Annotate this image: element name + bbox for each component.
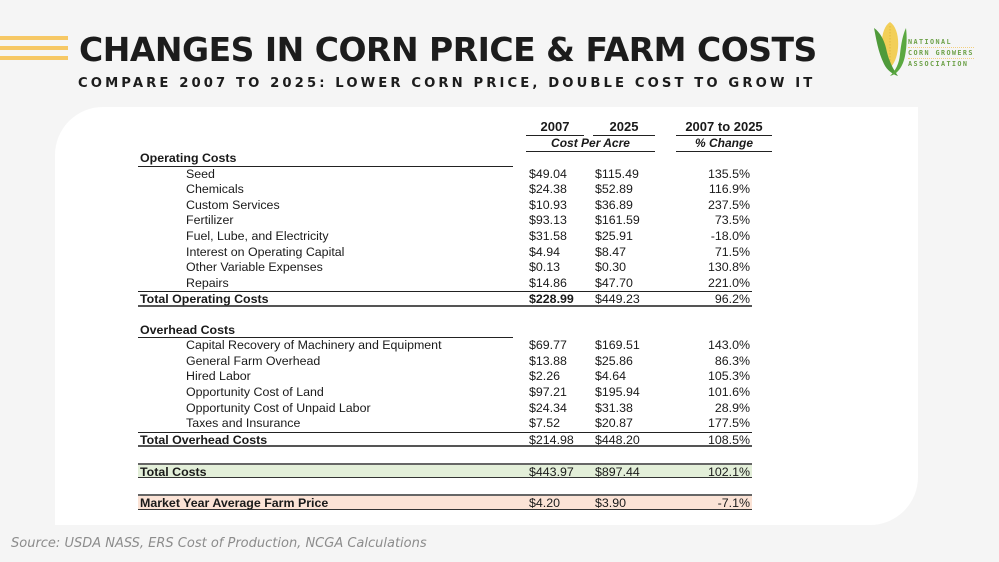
table-row: General Farm Overhead $13.88 $25.86 86.3%: [186, 353, 750, 368]
table-card: [55, 107, 918, 525]
section-header-overhead: Overhead Costs: [138, 323, 513, 339]
cost-table: 2007 2025 2007 to 2025 Cost Per Acre % C…: [138, 118, 772, 511]
logo-text: NATIONAL CORN GROWERS ASSOCIATION: [908, 38, 974, 68]
col-header-2007: 2007: [526, 118, 584, 136]
col-header-pct-change: % Change: [676, 135, 772, 152]
table-row: Other Variable Expenses $0.13 $0.30 130.8%: [186, 260, 750, 275]
total-operating-row: Total Operating Costs $228.99 $449.23 96…: [138, 291, 752, 307]
table-row: Opportunity Cost of Land $97.21 $195.94 101…: [186, 384, 750, 399]
col-header-range: 2007 to 2025: [676, 118, 772, 136]
table-row: Seed $49.04 $115.49 135.5%: [186, 166, 750, 181]
col-header-2025: 2025: [593, 118, 655, 136]
table-row: Chemicals $24.38 $52.89 116.9%: [186, 182, 750, 197]
table-row: Fuel, Lube, and Electricity $31.58 $25.91-…: [186, 228, 750, 243]
farm-price-row: Market Year Average Farm Price $4.20 $3.…: [138, 494, 752, 511]
ncga-logo: NATIONAL CORN GROWERS ASSOCIATION: [870, 18, 990, 80]
corn-cob-icon: [874, 22, 907, 76]
total-costs-row: Total Costs $443.97 $897.44 102.1%: [138, 462, 752, 479]
table-row: Interest on Operating Capital $4.94 $8.47 7…: [186, 244, 750, 259]
table-row: Capital Recovery of Machinery and Equipm…: [186, 338, 750, 353]
table-row: Fertilizer $93.13 $161.59 73.5%: [186, 213, 750, 228]
section-header-operating: Operating Costs: [138, 151, 513, 167]
col-header-cost-per-acre: Cost Per Acre: [526, 135, 655, 152]
accent-stripes: [0, 36, 68, 62]
table-row: Opportunity Cost of Unpaid Labor $24.34 $3…: [186, 400, 750, 415]
table-row: Repairs $14.86 $47.70 221.0%: [186, 275, 750, 290]
source-note: Source: USDA NASS, ERS Cost of Productio…: [11, 536, 427, 551]
page-title: CHANGES IN CORN PRICE & FARM COSTS: [79, 30, 817, 69]
table-row: Hired Labor $2.26 $4.64 105.3%: [186, 369, 750, 384]
header-row-units: Cost Per Acre % Change: [138, 135, 772, 152]
page-subtitle: COMPARE 2007 TO 2025: LOWER CORN PRICE, …: [78, 76, 816, 91]
table-row: Custom Services $10.93 $36.89 237.5%: [186, 197, 750, 212]
table-row: Taxes and Insurance $7.52 $20.87 177.5%: [186, 416, 750, 431]
header-row-years: 2007 2025 2007 to 2025: [138, 118, 772, 136]
total-overhead-row: Total Overhead Costs $214.98 $448.20 108…: [138, 431, 752, 448]
